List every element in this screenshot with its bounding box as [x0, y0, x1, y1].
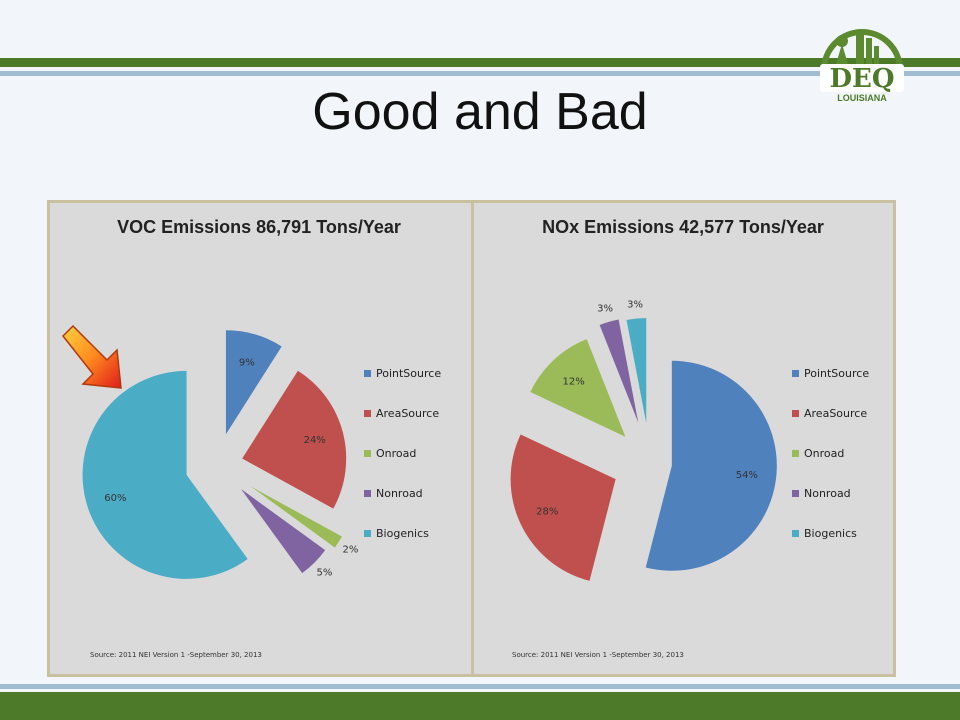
pie-slice-nonroad: [599, 319, 639, 423]
legend-swatch-biogenics: [364, 530, 371, 537]
legend-label-nonroad: Nonroad: [376, 487, 423, 500]
legend-label-nonroad: Nonroad: [804, 487, 851, 500]
pie-slice-biogenics: [82, 370, 248, 579]
legend-swatch-areasource: [792, 410, 799, 417]
deq-louisiana-logo: DEQ LOUISIANA: [820, 29, 904, 103]
data-label-nonroad: 5%: [317, 567, 333, 578]
data-label-nonroad: 3%: [597, 303, 613, 314]
pie-slice-areasource: [510, 434, 616, 581]
svg-text:DEQ: DEQ: [829, 64, 894, 94]
data-label-biogenics: 3%: [627, 300, 643, 311]
data-label-pointsource: 54%: [736, 470, 758, 481]
highlight-arrow-icon: [61, 324, 122, 389]
legend-swatch-nonroad: [364, 490, 371, 497]
legend-swatch-onroad: [364, 450, 371, 457]
data-label-pointsource: 9%: [239, 357, 255, 368]
pie-slice-onroad: [250, 486, 342, 548]
source-note-1: Source: 2011 NEI Version 1 -September 30…: [90, 651, 262, 659]
data-label-onroad: 2%: [342, 545, 358, 556]
legend-label-areasource: AreaSource: [376, 407, 439, 420]
pie-slice-areasource: [242, 370, 347, 509]
legend-label-biogenics: Biogenics: [376, 527, 429, 540]
footer-blue-stripe: [0, 684, 960, 689]
legend-label-biogenics: Biogenics: [804, 527, 857, 540]
pie-slice-biogenics: [626, 318, 647, 424]
chart-title-1: VOC Emissions 86,791 Tons/Year: [117, 217, 401, 237]
legend-label-onroad: Onroad: [376, 447, 416, 460]
data-label-onroad: 12%: [562, 377, 584, 388]
legend-swatch-biogenics: [792, 530, 799, 537]
data-label-areasource: 28%: [536, 506, 558, 517]
footer-green-stripe: [0, 692, 960, 720]
chart-title-2: NOx Emissions 42,577 Tons/Year: [542, 217, 824, 237]
slide-title: Good and Bad: [312, 83, 648, 141]
pie-slice-nonroad: [241, 489, 326, 574]
charts-divider: [471, 200, 474, 677]
svg-text:LOUISIANA: LOUISIANA: [837, 93, 887, 103]
legend-swatch-pointsource: [792, 370, 799, 377]
legend-swatch-areasource: [364, 410, 371, 417]
header-blue-stripe: [0, 71, 960, 76]
data-label-biogenics: 60%: [104, 493, 126, 504]
pie-slice-onroad: [530, 339, 626, 437]
legend-label-pointsource: PointSource: [376, 367, 441, 380]
data-label-areasource: 24%: [304, 435, 326, 446]
pie-slice-pointsource: [225, 330, 282, 435]
legend-swatch-onroad: [792, 450, 799, 457]
legend-swatch-pointsource: [364, 370, 371, 377]
legend-label-pointsource: PointSource: [804, 367, 869, 380]
header-green-stripe: [0, 58, 960, 67]
legend-swatch-nonroad: [792, 490, 799, 497]
legend-label-onroad: Onroad: [804, 447, 844, 460]
source-note-2: Source: 2011 NEI Version 1 -September 30…: [512, 651, 684, 659]
legend-label-areasource: AreaSource: [804, 407, 867, 420]
pie-slice-pointsource: [645, 360, 777, 571]
